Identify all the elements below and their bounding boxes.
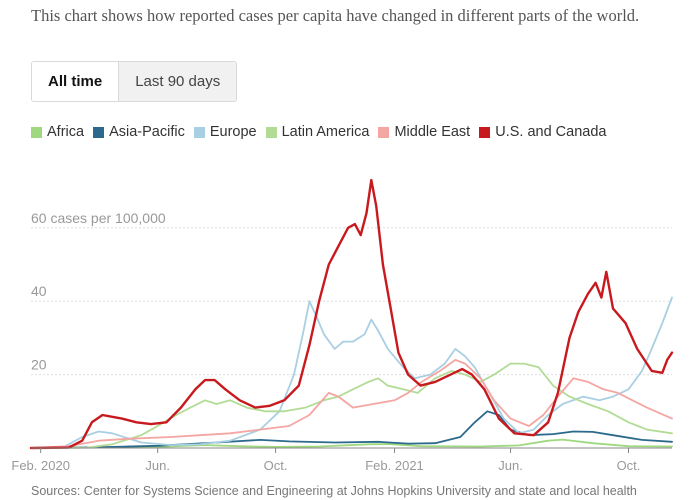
x-axis: Feb. 2020 Jun. Oct. Feb. 2021 Jun. Oct. bbox=[11, 447, 672, 473]
series-line-africa bbox=[30, 438, 673, 449]
series-line-latin-america bbox=[30, 362, 673, 449]
legend-label-asia-pacific: Asia-Pacific bbox=[109, 124, 185, 140]
chart-intro-text: This chart shows how reported cases per … bbox=[31, 6, 640, 25]
source-note: Sources: Center for Systems Science and … bbox=[31, 484, 637, 498]
x-tick-label-5: Oct. bbox=[617, 458, 641, 473]
series-line-asia-pacific bbox=[30, 410, 673, 449]
legend-item-europe: Europe bbox=[193, 124, 257, 140]
legend-label-middle-east: Middle East bbox=[394, 124, 471, 140]
x-tick-label-4: Jun. bbox=[498, 458, 523, 473]
chart-legend: Africa Asia-Pacific Europe Latin America… bbox=[31, 124, 615, 140]
y-tick-label-60: 60 cases per 100,000 bbox=[31, 210, 166, 226]
all-time-button[interactable]: All time bbox=[32, 62, 119, 101]
legend-swatch-us-canada bbox=[479, 126, 491, 138]
last-90-days-button[interactable]: Last 90 days bbox=[118, 62, 237, 101]
legend-swatch-africa bbox=[31, 126, 42, 138]
legend-label-europe: Europe bbox=[209, 124, 257, 140]
series-lines bbox=[29, 178, 674, 450]
legend-swatch-middle-east bbox=[378, 126, 390, 138]
legend-item-asia-pacific: Asia-Pacific bbox=[93, 124, 185, 140]
legend-item-latin-america: Latin America bbox=[265, 124, 370, 140]
legend-item-africa: Africa bbox=[31, 124, 84, 140]
time-range-toggle: All time Last 90 days bbox=[31, 61, 238, 102]
legend-item-middle-east: Middle East bbox=[378, 124, 470, 140]
y-tick-label-40: 40 bbox=[31, 283, 47, 299]
x-tick-label-2: Oct. bbox=[264, 458, 288, 473]
legend-label-africa: Africa bbox=[47, 124, 85, 140]
gridlines: 20 40 60 cases per 100,000 bbox=[31, 210, 672, 376]
legend-label-latin-america: Latin America bbox=[281, 124, 370, 140]
legend-item-us-canada: U.S. and Canada bbox=[479, 124, 606, 140]
legend-swatch-europe bbox=[193, 126, 205, 138]
y-tick-label-20: 20 bbox=[31, 357, 47, 373]
series-line-europe bbox=[30, 296, 673, 449]
legend-label-us-canada: U.S. and Canada bbox=[495, 124, 607, 140]
cases-line-chart: 20 40 60 cases per 100,000 Feb. 2020 Jun. Oc… bbox=[11, 178, 674, 473]
x-tick-label-1: Jun. bbox=[145, 458, 170, 473]
series-line-us-canada bbox=[29, 178, 674, 450]
x-tick-label-0: Feb. 2020 bbox=[11, 458, 70, 473]
legend-swatch-latin-america bbox=[265, 126, 277, 138]
x-tick-label-3: Feb. 2021 bbox=[365, 458, 424, 473]
series-line-middle-east bbox=[30, 359, 673, 449]
legend-swatch-asia-pacific bbox=[93, 126, 105, 138]
